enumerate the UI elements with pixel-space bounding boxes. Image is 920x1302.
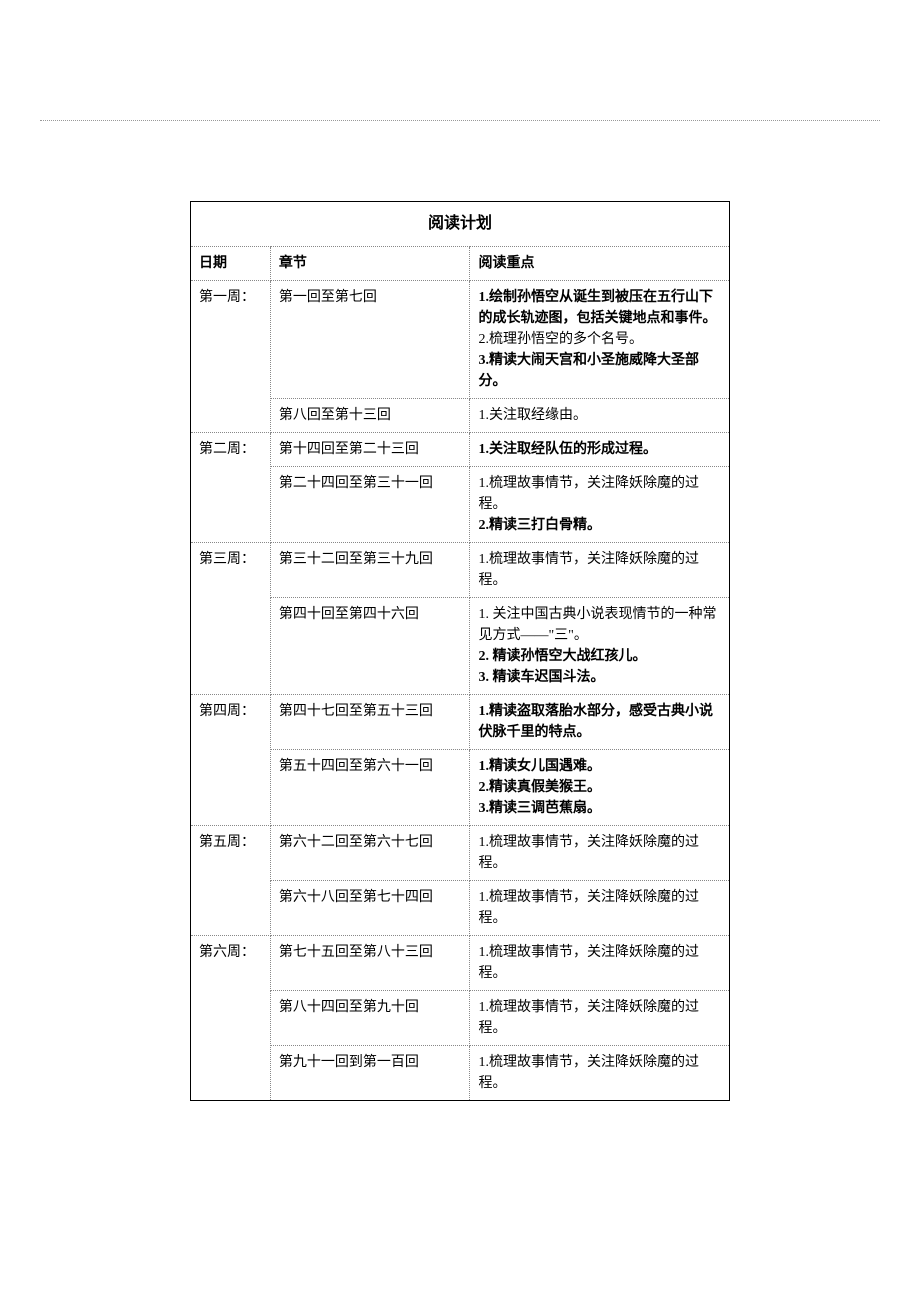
focus-text: 1. 关注中国古典小说表现情节的一种常见方式——"三"。 bbox=[478, 607, 716, 643]
date-cell: 第一周： bbox=[191, 281, 271, 433]
focus-text: 3.精读大闹天宫和小圣施威降大圣部分。 bbox=[478, 353, 699, 389]
chapter-cell: 第二十四回至第三十一回 bbox=[270, 467, 470, 543]
table-row: 第三周：第三十二回至第三十九回1.梳理故事情节，关注降妖除魔的过程。 bbox=[191, 543, 730, 598]
focus-cell: 1.精读女儿国遇难。 2.精读真假美猴王。 3.精读三调芭蕉扇。 bbox=[470, 750, 730, 826]
date-cell: 第四周： bbox=[191, 695, 271, 826]
table-row: 第二十四回至第三十一回1.梳理故事情节，关注降妖除魔的过程。 2.精读三打白骨精。 bbox=[191, 467, 730, 543]
table-row: 第一周：第一回至第七回1.绘制孙悟空从诞生到被压在五行山下的成长轨迹图，包括关键… bbox=[191, 281, 730, 399]
focus-text: 1.关注取经缘由。 bbox=[478, 408, 587, 423]
focus-text: 1.梳理故事情节，关注降妖除魔的过程。 bbox=[478, 1000, 699, 1036]
focus-cell: 1.梳理故事情节，关注降妖除魔的过程。 bbox=[470, 881, 730, 936]
focus-text: 1.梳理故事情节，关注降妖除魔的过程。 bbox=[478, 945, 699, 981]
focus-text: 3. 精读车迟国斗法。 bbox=[478, 670, 604, 685]
chapter-cell: 第四十回至第四十六回 bbox=[270, 598, 470, 695]
chapter-cell: 第五十四回至第六十一回 bbox=[270, 750, 470, 826]
focus-text: 2.精读三打白骨精。 bbox=[478, 518, 601, 533]
focus-text: 1.梳理故事情节，关注降妖除魔的过程。 bbox=[478, 1055, 699, 1091]
focus-text: 1.精读盗取落胎水部分，感受古典小说伏脉千里的特点。 bbox=[478, 704, 713, 740]
header-focus: 阅读重点 bbox=[470, 247, 730, 281]
focus-cell: 1.梳理故事情节，关注降妖除魔的过程。 bbox=[470, 543, 730, 598]
focus-text: 2.精读真假美猴王。 bbox=[478, 780, 601, 795]
table-row: 第八回至第十三回 1.关注取经缘由。 bbox=[191, 399, 730, 433]
table-row: 第四十回至第四十六回1. 关注中国古典小说表现情节的一种常见方式——"三"。 2.… bbox=[191, 598, 730, 695]
chapter-cell: 第六十二回至第六十七回 bbox=[270, 826, 470, 881]
chapter-cell: 第九十一回到第一百回 bbox=[270, 1046, 470, 1101]
focus-text: 1.梳理故事情节，关注降妖除魔的过程。 bbox=[478, 476, 699, 512]
chapter-cell: 第一回至第七回 bbox=[270, 281, 470, 399]
reading-plan-table-container: 阅读计划 日期 章节 阅读重点 第一周：第一回至第七回1.绘制孙悟空从诞生到被压… bbox=[190, 201, 730, 1101]
focus-cell: 1.梳理故事情节，关注降妖除魔的过程。 bbox=[470, 936, 730, 991]
chapter-cell: 第十四回至第二十三回 bbox=[270, 433, 470, 467]
title-row: 阅读计划 bbox=[191, 202, 730, 247]
focus-cell: 1.精读盗取落胎水部分，感受古典小说伏脉千里的特点。 bbox=[470, 695, 730, 750]
table-body: 第一周：第一回至第七回1.绘制孙悟空从诞生到被压在五行山下的成长轨迹图，包括关键… bbox=[191, 281, 730, 1101]
focus-text: 1.绘制孙悟空从诞生到被压在五行山下的成长轨迹图，包括关键地点和事件。 bbox=[478, 290, 716, 326]
focus-cell: 1.梳理故事情节，关注降妖除魔的过程。 bbox=[470, 991, 730, 1046]
header-chapter: 章节 bbox=[270, 247, 470, 281]
table-title: 阅读计划 bbox=[191, 202, 730, 247]
table-row: 第六周：第七十五回至第八十三回1.梳理故事情节，关注降妖除魔的过程。 bbox=[191, 936, 730, 991]
chapter-cell: 第四十七回至第五十三回 bbox=[270, 695, 470, 750]
focus-text: 3.精读三调芭蕉扇。 bbox=[478, 801, 601, 816]
date-cell: 第三周： bbox=[191, 543, 271, 695]
focus-text: 1.梳理故事情节，关注降妖除魔的过程。 bbox=[478, 552, 699, 588]
table-row: 第四周：第四十七回至第五十三回1.精读盗取落胎水部分，感受古典小说伏脉千里的特点… bbox=[191, 695, 730, 750]
header-date: 日期 bbox=[191, 247, 271, 281]
focus-text: 1.梳理故事情节，关注降妖除魔的过程。 bbox=[478, 890, 699, 926]
chapter-cell: 第三十二回至第三十九回 bbox=[270, 543, 470, 598]
date-cell: 第二周： bbox=[191, 433, 271, 543]
focus-cell: 1.梳理故事情节，关注降妖除魔的过程。 bbox=[470, 1046, 730, 1101]
table-row: 第九十一回到第一百回1.梳理故事情节，关注降妖除魔的过程。 bbox=[191, 1046, 730, 1101]
focus-text: 1.梳理故事情节，关注降妖除魔的过程。 bbox=[478, 835, 699, 871]
chapter-cell: 第七十五回至第八十三回 bbox=[270, 936, 470, 991]
date-cell: 第五周： bbox=[191, 826, 271, 936]
focus-text: 2.梳理孙悟空的多个名号。 bbox=[478, 332, 643, 347]
header-row: 日期 章节 阅读重点 bbox=[191, 247, 730, 281]
chapter-cell: 第六十八回至第七十四回 bbox=[270, 881, 470, 936]
focus-cell: 1.关注取经缘由。 bbox=[470, 399, 730, 433]
focus-cell: 1.绘制孙悟空从诞生到被压在五行山下的成长轨迹图，包括关键地点和事件。 2.梳理孙… bbox=[470, 281, 730, 399]
table-row: 第八十四回至第九十回1.梳理故事情节，关注降妖除魔的过程。 bbox=[191, 991, 730, 1046]
focus-text: 1.关注取经队伍的形成过程。 bbox=[478, 442, 657, 457]
table-row: 第五周：第六十二回至第六十七回1.梳理故事情节，关注降妖除魔的过程。 bbox=[191, 826, 730, 881]
focus-cell: 1.梳理故事情节，关注降妖除魔的过程。 bbox=[470, 826, 730, 881]
focus-text: 1.精读女儿国遇难。 bbox=[478, 759, 601, 774]
focus-cell: 1.梳理故事情节，关注降妖除魔的过程。 2.精读三打白骨精。 bbox=[470, 467, 730, 543]
reading-plan-table: 阅读计划 日期 章节 阅读重点 第一周：第一回至第七回1.绘制孙悟空从诞生到被压… bbox=[190, 201, 730, 1101]
focus-text: 2. 精读孙悟空大战红孩儿。 bbox=[478, 649, 646, 664]
focus-cell: 1.关注取经队伍的形成过程。 bbox=[470, 433, 730, 467]
chapter-cell: 第八回至第十三回 bbox=[270, 399, 470, 433]
date-cell: 第六周： bbox=[191, 936, 271, 1101]
table-row: 第六十八回至第七十四回1.梳理故事情节，关注降妖除魔的过程。 bbox=[191, 881, 730, 936]
page-top-border bbox=[40, 120, 880, 121]
table-row: 第五十四回至第六十一回 1.精读女儿国遇难。 2.精读真假美猴王。 3.精读三调芭蕉扇… bbox=[191, 750, 730, 826]
focus-cell: 1. 关注中国古典小说表现情节的一种常见方式——"三"。 2. 精读孙悟空大战红孩… bbox=[470, 598, 730, 695]
chapter-cell: 第八十四回至第九十回 bbox=[270, 991, 470, 1046]
table-row: 第二周：第十四回至第二十三回1.关注取经队伍的形成过程。 bbox=[191, 433, 730, 467]
